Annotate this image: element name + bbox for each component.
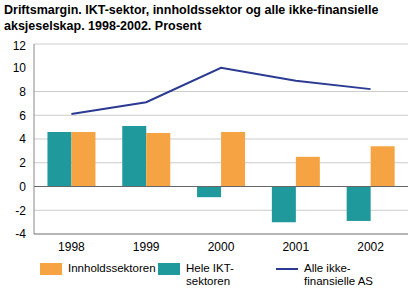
svg-text:0: 0 — [19, 180, 26, 194]
svg-text:6: 6 — [19, 109, 26, 123]
svg-text:1998: 1998 — [58, 240, 85, 254]
svg-text:12: 12 — [13, 39, 27, 53]
svg-text:-2: -2 — [15, 204, 26, 218]
svg-text:8: 8 — [19, 85, 26, 99]
svg-text:2000: 2000 — [208, 240, 235, 254]
svg-text:2001: 2001 — [282, 240, 309, 254]
html-text:Driftsmargin. IKT-sektor, innh: Driftsmargin. IKT-sektor, innholdssektor… — [4, 3, 379, 33]
svg-text:2: 2 — [19, 156, 26, 170]
html-text:Innholdssektoren: Innholdssektoren — [68, 262, 156, 274]
svg-text:4: 4 — [19, 132, 26, 146]
svg-text:1999: 1999 — [133, 240, 160, 254]
svg-text:-4: -4 — [15, 227, 26, 241]
svg-text:2002: 2002 — [357, 240, 384, 254]
html-text:Alle ikke-finansielle AS: Alle ikke-finansielle AS — [304, 262, 373, 287]
html-text:Hele IKT-sektoren: Hele IKT-sektoren — [186, 262, 234, 287]
svg-text:10: 10 — [13, 61, 27, 75]
